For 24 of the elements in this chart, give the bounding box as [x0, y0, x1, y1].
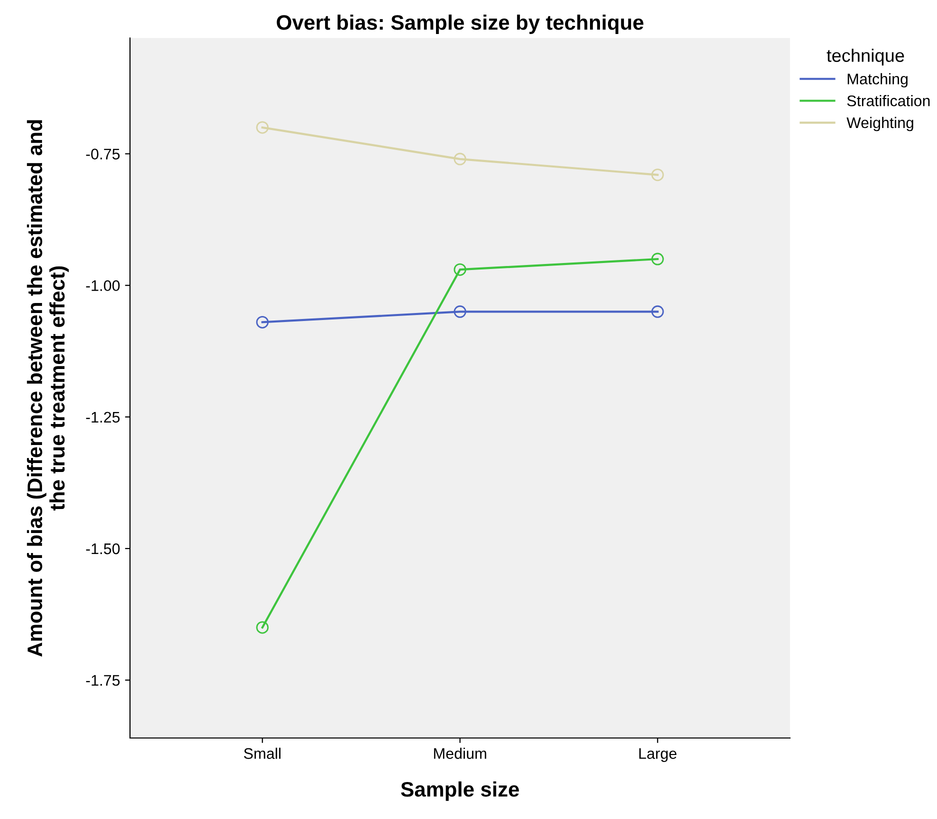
legend-label: Matching [848, 73, 908, 88]
x-tick-label: Large [639, 748, 676, 762]
y-tick-label: -1.25 [86, 412, 120, 423]
x-tick-label: Small [244, 748, 280, 759]
y-tick-label: -0.75 [86, 148, 120, 160]
point [651, 168, 664, 182]
chart-title: Overt bias: Sample size by technique [276, 14, 644, 34]
x-tick-label: Medium [434, 748, 486, 759]
point [256, 121, 269, 134]
point [454, 305, 466, 318]
y-tick-label: -1.75 [86, 675, 120, 686]
point [651, 305, 664, 318]
point [256, 621, 269, 634]
legend-label: Stratification [847, 95, 930, 106]
point [454, 152, 466, 166]
y-tick-label: -1.50 [86, 543, 120, 554]
x-axis-title: Sample size [400, 781, 519, 801]
point [454, 263, 466, 276]
legend-title: technique [826, 48, 904, 66]
point [651, 252, 664, 266]
point [256, 316, 269, 328]
y-axis-title: Amount of bias (Difference between the estimated and the true treatment effect) [26, 120, 69, 657]
legend-label: Weighting [846, 116, 914, 132]
y-tick-label: -1.00 [86, 280, 120, 292]
